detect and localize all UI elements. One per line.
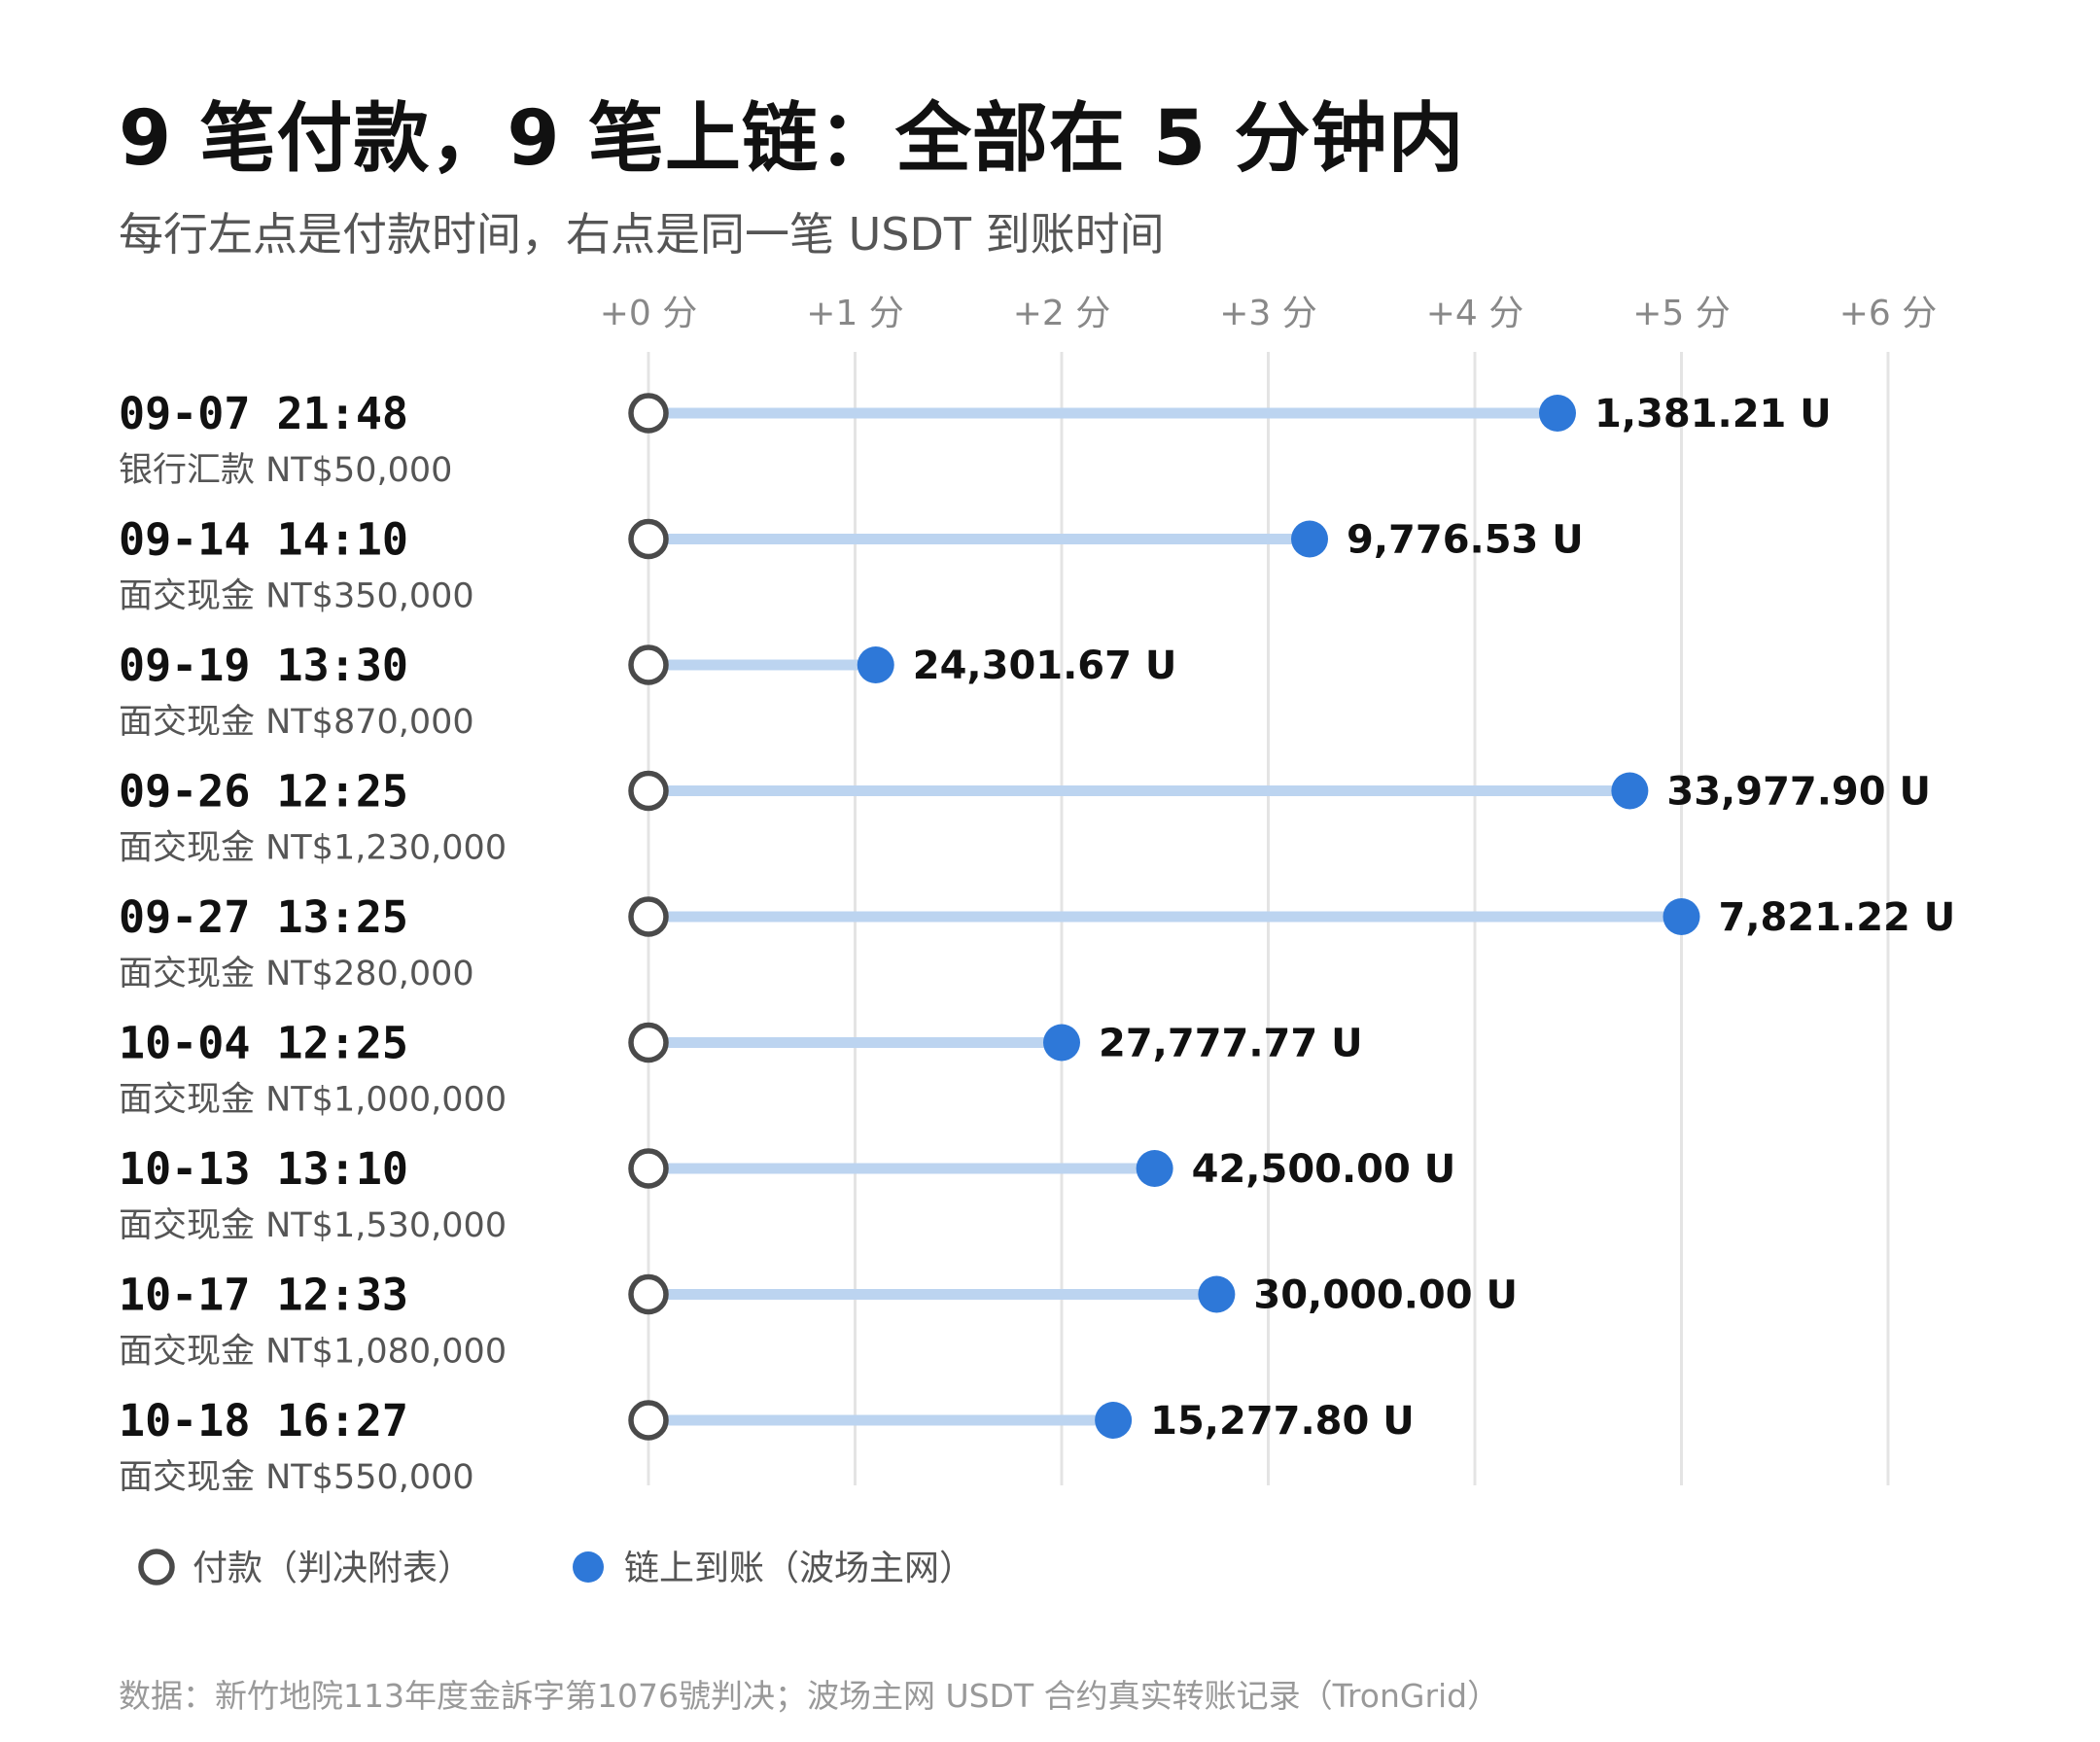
legend: 付款（判决附表） 链上到账（波场主网） xyxy=(138,1549,974,1588)
x-tick-label: +3 分 xyxy=(1219,294,1317,333)
x-tick-label: +1 分 xyxy=(806,294,904,333)
onchain-point xyxy=(1095,1402,1133,1439)
payment-point xyxy=(628,1148,669,1189)
row-note: 面交现金 NT$1,080,000 xyxy=(119,1333,507,1372)
value-label: 15,277.80 U xyxy=(1150,1399,1415,1444)
row-date: 09-19 13:30 xyxy=(119,640,408,691)
value-label: 42,500.00 U xyxy=(1192,1147,1456,1192)
x-tick-label: +5 分 xyxy=(1632,294,1731,333)
chart-row: 09-07 21:48 银行汇款 NT$50,000 1,381.21 U xyxy=(119,388,1832,490)
onchain-point xyxy=(1291,520,1328,558)
chart-row: 09-19 13:30 面交现金 NT$870,000 24,301.67 U xyxy=(119,640,1176,742)
row-note: 面交现金 NT$550,000 xyxy=(119,1458,474,1497)
row-note: 面交现金 NT$1,530,000 xyxy=(119,1206,507,1245)
onchain-point xyxy=(1198,1275,1236,1313)
row-note: 面交现金 NT$280,000 xyxy=(119,955,474,993)
source-note: 数据：新竹地院113年度金訴字第1076號判决；波场主网 USDT 合约真实转账… xyxy=(119,1677,1500,1715)
onchain-point xyxy=(1662,898,1700,935)
row-date: 09-14 14:10 xyxy=(119,514,408,566)
value-label: 33,977.90 U xyxy=(1666,770,1931,815)
x-tick-label: +0 分 xyxy=(600,294,698,333)
chart-subtitle: 每行左点是付款时间，右点是同一笔 USDT 到账时间 xyxy=(119,208,1165,261)
row-date: 10-04 12:25 xyxy=(119,1018,408,1069)
row-note: 面交现金 NT$1,000,000 xyxy=(119,1081,507,1120)
onchain-point xyxy=(857,646,894,683)
row-note: 面交现金 NT$1,230,000 xyxy=(119,829,507,868)
value-label: 27,777.77 U xyxy=(1099,1022,1363,1066)
payment-point xyxy=(628,645,669,685)
onchain-point xyxy=(1136,1150,1173,1187)
legend-label: 付款（判决附表） xyxy=(192,1549,472,1588)
row-note: 银行汇款 NT$50,000 xyxy=(119,451,452,490)
x-tick-label: +6 分 xyxy=(1839,294,1938,333)
rows: 09-07 21:48 银行汇款 NT$50,000 1,381.21 U 09-14… xyxy=(119,388,1955,1497)
legend-label: 链上到账（波场主网） xyxy=(624,1549,974,1588)
row-date: 09-26 12:25 xyxy=(119,766,408,818)
payment-point xyxy=(628,518,669,560)
chart-row: 09-14 14:10 面交现金 NT$350,000 9,776.53 U xyxy=(119,514,1584,616)
chart-row: 09-27 13:25 面交现金 NT$280,000 7,821.22 U xyxy=(119,891,1955,993)
x-tick-label: +2 分 xyxy=(1013,294,1111,333)
payment-point xyxy=(628,1022,669,1063)
row-note: 面交现金 NT$870,000 xyxy=(119,703,474,742)
value-label: 30,000.00 U xyxy=(1253,1273,1518,1318)
chart-row: 10-18 16:27 面交现金 NT$550,000 15,277.80 U xyxy=(119,1395,1415,1497)
payment-point xyxy=(628,393,669,434)
onchain-point xyxy=(1043,1024,1080,1062)
value-label: 7,821.22 U xyxy=(1719,895,1956,940)
chart-row: 10-17 12:33 面交现金 NT$1,080,000 30,000.00 U xyxy=(119,1270,1518,1372)
payment-point xyxy=(628,1400,669,1441)
onchain-point xyxy=(1539,395,1576,432)
chart-row: 10-13 13:10 面交现金 NT$1,530,000 42,500.00 U xyxy=(119,1143,1455,1245)
x-tick-label: +4 分 xyxy=(1426,294,1524,333)
row-date: 10-13 13:10 xyxy=(119,1143,408,1195)
x-axis-ticks: +0 分 +1 分 +2 分 +3 分 +4 分 +5 分 +6 分 xyxy=(600,294,1938,333)
legend-hollow-circle-icon xyxy=(138,1549,175,1585)
value-label: 24,301.67 U xyxy=(913,644,1177,688)
value-label: 1,381.21 U xyxy=(1594,392,1832,436)
onchain-point xyxy=(1611,772,1649,810)
row-date: 10-18 16:27 xyxy=(119,1395,408,1446)
row-date: 10-17 12:33 xyxy=(119,1270,408,1321)
chart-row: 09-26 12:25 面交现金 NT$1,230,000 33,977.90 U xyxy=(119,766,1931,868)
chart-row: 10-04 12:25 面交现金 NT$1,000,000 27,777.77 U xyxy=(119,1018,1363,1120)
row-date: 09-27 13:25 xyxy=(119,891,408,943)
value-label: 9,776.53 U xyxy=(1347,518,1584,563)
chart-title: 9 笔付款，9 笔上链：全部在 5 分钟内 xyxy=(119,95,1465,183)
row-note: 面交现金 NT$350,000 xyxy=(119,577,474,616)
payment-point xyxy=(628,770,669,812)
row-date: 09-07 21:48 xyxy=(119,388,408,439)
legend-filled-circle-icon xyxy=(573,1551,604,1583)
payment-point xyxy=(628,1273,669,1315)
payment-point xyxy=(628,896,669,937)
